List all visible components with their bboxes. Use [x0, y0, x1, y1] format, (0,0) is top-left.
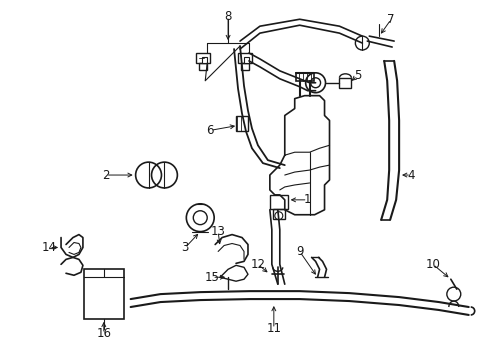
Text: 1: 1 [303, 193, 311, 206]
Text: 13: 13 [210, 225, 225, 238]
Bar [272, 209, 284, 219]
Text: 2: 2 [102, 168, 109, 181]
Text: 8: 8 [224, 10, 231, 23]
Text: 15: 15 [204, 271, 219, 284]
Text: 14: 14 [41, 241, 57, 254]
Text: 3: 3 [181, 241, 189, 254]
Bar [202, 57, 207, 63]
Bar [236, 116, 247, 131]
Bar [339, 78, 351, 88]
Bar [269, 195, 287, 209]
Text: 7: 7 [386, 13, 394, 26]
Bar [199, 63, 207, 70]
Bar [241, 63, 248, 70]
Text: 10: 10 [425, 258, 440, 271]
Bar [84, 269, 123, 319]
Bar [244, 57, 248, 63]
Text: 4: 4 [407, 168, 414, 181]
Text: 6: 6 [206, 124, 214, 137]
Bar [196, 53, 210, 63]
Bar [238, 53, 251, 63]
Text: 5: 5 [353, 69, 360, 82]
Text: 11: 11 [266, 322, 281, 336]
Text: 9: 9 [295, 245, 303, 258]
Text: 12: 12 [250, 258, 265, 271]
Bar [295, 73, 313, 81]
Text: 16: 16 [96, 327, 111, 340]
